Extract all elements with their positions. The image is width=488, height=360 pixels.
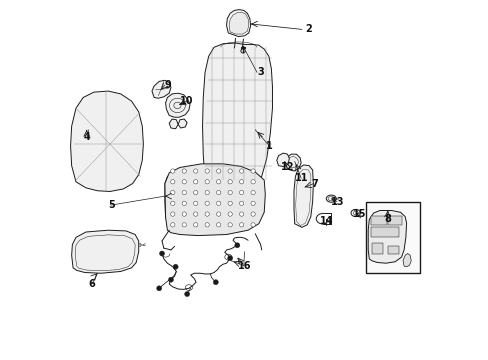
Circle shape bbox=[168, 277, 173, 282]
Circle shape bbox=[250, 223, 255, 227]
Circle shape bbox=[182, 223, 186, 227]
Circle shape bbox=[193, 169, 198, 173]
Circle shape bbox=[193, 223, 198, 227]
Text: 14: 14 bbox=[320, 216, 333, 226]
Circle shape bbox=[227, 201, 232, 206]
Circle shape bbox=[216, 201, 221, 206]
Bar bbox=[370, 216, 386, 225]
Circle shape bbox=[156, 286, 162, 291]
Bar bbox=[387, 246, 398, 253]
Circle shape bbox=[227, 169, 232, 173]
Circle shape bbox=[204, 180, 209, 184]
Circle shape bbox=[193, 212, 198, 216]
Text: 2: 2 bbox=[305, 24, 312, 35]
Circle shape bbox=[170, 180, 175, 184]
Circle shape bbox=[170, 201, 175, 206]
Bar bbox=[370, 227, 399, 237]
Circle shape bbox=[250, 201, 255, 206]
Polygon shape bbox=[293, 165, 313, 227]
Circle shape bbox=[227, 223, 232, 227]
Circle shape bbox=[193, 180, 198, 184]
Circle shape bbox=[250, 169, 255, 173]
Circle shape bbox=[182, 180, 186, 184]
Circle shape bbox=[204, 201, 209, 206]
Text: 1: 1 bbox=[265, 141, 272, 151]
Circle shape bbox=[170, 223, 175, 227]
Circle shape bbox=[239, 201, 244, 206]
Text: 8: 8 bbox=[384, 215, 390, 224]
Bar bbox=[371, 243, 383, 253]
Polygon shape bbox=[226, 10, 250, 37]
Polygon shape bbox=[70, 91, 143, 192]
Circle shape bbox=[216, 212, 221, 216]
Text: 15: 15 bbox=[352, 209, 365, 219]
Text: ✂: ✂ bbox=[138, 241, 146, 250]
Polygon shape bbox=[164, 169, 260, 229]
Text: 11: 11 bbox=[295, 173, 308, 183]
Text: 9: 9 bbox=[163, 80, 170, 90]
Circle shape bbox=[250, 190, 255, 195]
Bar bbox=[387, 216, 401, 225]
Circle shape bbox=[250, 212, 255, 216]
Circle shape bbox=[216, 180, 221, 184]
Circle shape bbox=[239, 169, 244, 173]
Ellipse shape bbox=[325, 195, 336, 202]
Text: 3: 3 bbox=[257, 67, 264, 77]
Polygon shape bbox=[72, 230, 139, 273]
Circle shape bbox=[227, 180, 232, 184]
Circle shape bbox=[234, 243, 239, 248]
Polygon shape bbox=[367, 211, 406, 263]
Polygon shape bbox=[178, 119, 187, 128]
Circle shape bbox=[216, 169, 221, 173]
Circle shape bbox=[239, 190, 244, 195]
Circle shape bbox=[216, 223, 221, 227]
Text: 7: 7 bbox=[310, 179, 317, 189]
Text: 10: 10 bbox=[180, 96, 193, 106]
Text: 12: 12 bbox=[280, 162, 294, 172]
Polygon shape bbox=[402, 253, 410, 267]
Circle shape bbox=[184, 292, 189, 297]
Text: 16: 16 bbox=[237, 261, 251, 271]
Circle shape bbox=[227, 256, 232, 261]
Circle shape bbox=[216, 190, 221, 195]
Circle shape bbox=[170, 169, 175, 173]
Circle shape bbox=[204, 223, 209, 227]
Polygon shape bbox=[152, 80, 171, 98]
Circle shape bbox=[159, 251, 164, 256]
Circle shape bbox=[241, 49, 244, 53]
Circle shape bbox=[227, 212, 232, 216]
Circle shape bbox=[239, 223, 244, 227]
Text: 4: 4 bbox=[84, 132, 91, 142]
Circle shape bbox=[193, 201, 198, 206]
Circle shape bbox=[182, 190, 186, 195]
Circle shape bbox=[250, 180, 255, 184]
Circle shape bbox=[213, 280, 218, 285]
Circle shape bbox=[204, 212, 209, 216]
Circle shape bbox=[182, 212, 186, 216]
Circle shape bbox=[204, 190, 209, 195]
Polygon shape bbox=[165, 93, 190, 117]
Text: 6: 6 bbox=[88, 279, 95, 289]
Circle shape bbox=[204, 169, 209, 173]
Circle shape bbox=[227, 190, 232, 195]
Polygon shape bbox=[169, 119, 178, 129]
Circle shape bbox=[173, 264, 178, 269]
Polygon shape bbox=[285, 154, 301, 171]
Circle shape bbox=[170, 190, 175, 195]
Circle shape bbox=[170, 212, 175, 216]
Circle shape bbox=[193, 190, 198, 195]
Circle shape bbox=[182, 201, 186, 206]
Polygon shape bbox=[164, 164, 265, 235]
Circle shape bbox=[239, 180, 244, 184]
Text: 5: 5 bbox=[108, 200, 115, 210]
Circle shape bbox=[182, 169, 186, 173]
Text: 13: 13 bbox=[330, 197, 344, 207]
Polygon shape bbox=[202, 43, 272, 187]
Polygon shape bbox=[228, 12, 248, 34]
Bar bbox=[366, 202, 419, 273]
Polygon shape bbox=[276, 153, 289, 167]
Circle shape bbox=[239, 212, 244, 216]
